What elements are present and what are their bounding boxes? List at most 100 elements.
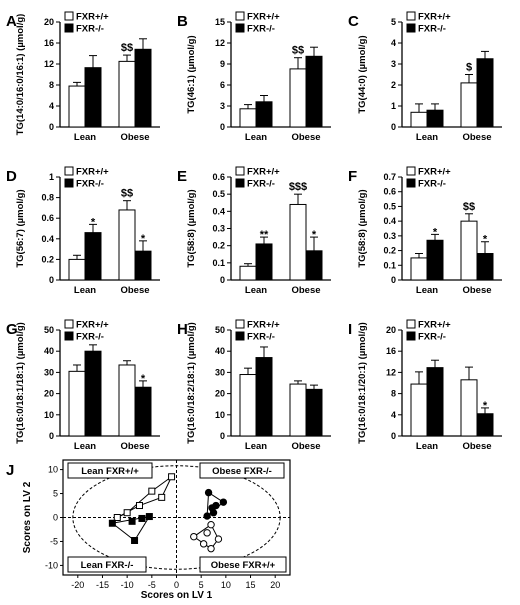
panel-D: D 0 0.2 0.4 0.6 0.8 1 TG(56:7) (µmol/g) Lean Obes…	[6, 166, 160, 296]
y-tick-label: 0	[220, 275, 225, 285]
bar-fxr-ko	[255, 357, 273, 437]
category-label: Lean	[245, 441, 267, 452]
bar-fxr-wt	[289, 383, 307, 437]
legend-swatch	[235, 319, 245, 329]
category-label: Obese	[120, 285, 149, 296]
score-point	[219, 498, 228, 506]
y-axis-title: TG(44:0) (µmol/g)	[357, 35, 368, 113]
x-tick-label: -10	[121, 580, 134, 590]
score-point	[207, 544, 215, 553]
bar-fxr-ko	[476, 58, 494, 128]
y-tick-label: 0	[391, 431, 396, 441]
legend-label: FXR+/+	[76, 167, 109, 178]
score-point	[203, 529, 211, 537]
legend-swatch	[64, 178, 74, 188]
significance-mark: *	[483, 400, 488, 412]
y-axis-title: TG(16:0/18:1/20:1) (µmol/g)	[357, 322, 368, 444]
y-tick-label: 0.6	[383, 187, 396, 197]
score-point	[209, 509, 218, 517]
legend-label: FXR+/+	[247, 320, 280, 331]
y-tick-label: 0.4	[212, 206, 225, 216]
significance-mark: *	[141, 233, 146, 245]
y-tick-label: 20	[386, 325, 396, 335]
panel-label: C	[348, 13, 359, 30]
legend-swatch	[235, 23, 245, 33]
bar-fxr-ko	[255, 101, 273, 128]
y-tick-label: 0.4	[383, 216, 396, 226]
score-point	[207, 520, 215, 529]
category-label: Obese	[462, 285, 491, 296]
significance-mark: $$	[463, 201, 475, 213]
y-tick-label: 4	[391, 38, 396, 48]
confidence-ellipse	[72, 465, 281, 570]
panel-label: G	[6, 321, 18, 338]
panel-I: I 0 4 8 12 16 20 TG(16:0/18:1/20:1) (µmol/g) Lea…	[348, 319, 502, 452]
legend-swatch	[406, 319, 416, 329]
panel-label: I	[348, 321, 352, 338]
significance-mark: $	[466, 62, 472, 74]
panel-G: G 0 10 20 30 40 50 TG(16:0/18:1/18:1) (µmol/g) L…	[6, 319, 160, 452]
y-tick-label: 0.3	[212, 224, 225, 234]
legend-swatch	[406, 331, 416, 341]
category-label: Obese	[462, 132, 491, 143]
legend-label: FXR+/+	[418, 167, 451, 178]
y-tick-label: 0.6	[212, 172, 225, 182]
category-label: Lean	[74, 285, 96, 296]
bar-fxr-ko	[84, 350, 102, 437]
legend-label: FXR+/+	[76, 12, 109, 23]
score-point	[148, 487, 156, 495]
legend-label: FXR-/-	[418, 179, 446, 190]
bar-fxr-ko	[134, 386, 152, 437]
bar-fxr-ko	[305, 250, 323, 281]
legend-label: FXR+/+	[418, 12, 451, 23]
legend-swatch	[64, 23, 74, 33]
y-axis-title: Scores on LV 2	[22, 481, 33, 553]
bar-fxr-wt	[239, 265, 257, 281]
bar-fxr-ko	[134, 48, 152, 128]
significance-mark: *	[433, 226, 438, 238]
x-tick-label: 10	[221, 580, 231, 590]
y-tick-label: 50	[215, 325, 225, 335]
group-label: Obese FXR-/-	[212, 466, 272, 477]
y-tick-label: 0	[220, 431, 225, 441]
category-label: Lean	[416, 441, 438, 452]
y-tick-label: 20	[215, 389, 225, 399]
y-tick-label: 0	[391, 275, 396, 285]
y-axis-title: TG(46:1) (µmol/g)	[186, 35, 197, 113]
legend-swatch	[406, 178, 416, 188]
y-tick-label: 30	[215, 367, 225, 377]
group-label: Obese FXR+/+	[211, 560, 276, 571]
y-axis-title: TG(16:0/18:2/18:1) (µmol/g)	[186, 322, 197, 444]
bar-fxr-ko	[134, 250, 152, 281]
score-point	[131, 537, 139, 544]
y-tick-label: 20	[44, 389, 54, 399]
category-label: Lean	[245, 132, 267, 143]
x-axis-title: Scores on LV 1	[141, 590, 213, 601]
panel-A: A 0 4 8 12 16 20 TG(14:0/16:0/16:1) (µmol/g) Lea…	[6, 11, 160, 143]
score-point	[135, 502, 143, 510]
y-tick-label: 3	[391, 59, 396, 69]
legend-label: FXR+/+	[247, 167, 280, 178]
y-axis-title: TG(58:8) (µmol/g)	[186, 189, 197, 267]
score-point	[190, 532, 198, 541]
legend-label: FXR+/+	[418, 320, 451, 331]
bar-fxr-ko	[476, 413, 494, 437]
legend-label: FXR-/-	[76, 179, 104, 190]
bar-fxr-wt	[460, 220, 478, 281]
bar-fxr-wt	[68, 85, 86, 128]
category-label: Obese	[291, 285, 320, 296]
y-tick-label: 12	[215, 38, 225, 48]
y-tick-label: 3	[220, 101, 225, 111]
legend-swatch	[64, 331, 74, 341]
x-tick-label: 15	[246, 580, 256, 590]
y-axis-title: TG(58:8) (µmol/g)	[357, 189, 368, 267]
bar-fxr-ko	[426, 367, 444, 437]
y-tick-label: 40	[44, 346, 54, 356]
panel-F: F 0 0.1 0.2 0.3 0.4 0.5 0.6 0.7 TG(58:8) (µmol/g)…	[348, 166, 502, 296]
bar-fxr-wt	[410, 257, 428, 281]
legend-label: FXR-/-	[247, 179, 275, 190]
panel-J: J -20 -15 -10 -5 0 5 10 15 20 -10 -5 0 5 10 Scores on L…	[6, 459, 291, 601]
score-point	[199, 540, 208, 548]
panel-label: D	[6, 168, 17, 185]
legend-swatch	[235, 331, 245, 341]
